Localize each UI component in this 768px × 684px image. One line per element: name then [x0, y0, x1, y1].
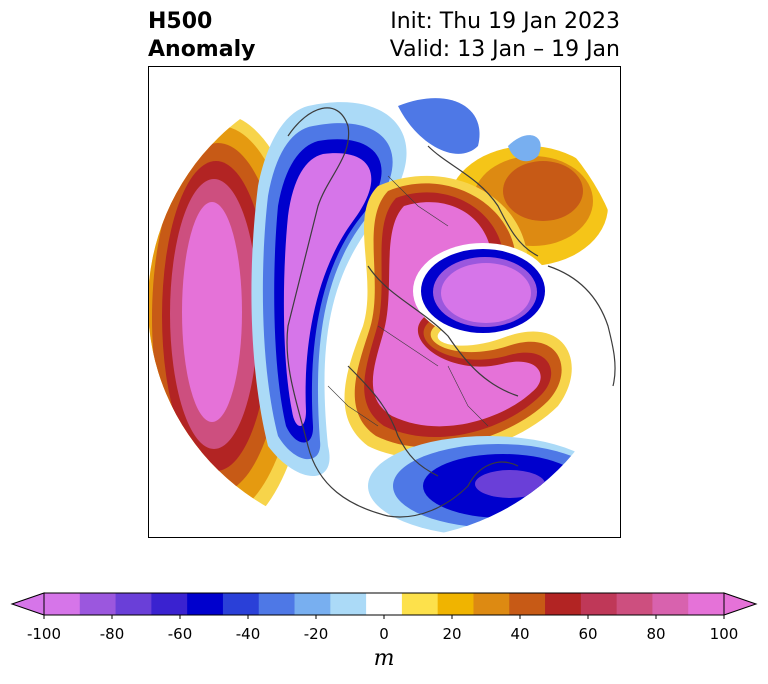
colorbar-bin — [79, 593, 117, 615]
colorbar-tick-label: 40 — [510, 625, 530, 643]
colorbar-bin — [187, 593, 224, 615]
colorbar-bin — [616, 593, 653, 615]
colorbar-extend-max — [723, 592, 758, 616]
colorbar-bin — [652, 593, 689, 615]
borders — [327, 175, 489, 427]
colorbar-bin — [473, 593, 510, 615]
polar-trough-small — [508, 135, 541, 162]
colorbar-tick-label: 20 — [442, 625, 462, 643]
colorbar-bin — [401, 593, 439, 615]
polar-trough — [398, 98, 480, 154]
colorbar — [10, 592, 758, 619]
colorbar-bin — [330, 593, 367, 615]
colorbar-bin — [509, 593, 546, 615]
colorbar-bin — [294, 593, 331, 615]
colorbar-tick-label: -60 — [167, 625, 193, 643]
title-right: Init: Thu 19 Jan 2023 Valid: 13 Jan – 19… — [390, 8, 620, 64]
colorbar-bin — [115, 593, 152, 615]
map-frame — [148, 66, 621, 538]
valid-range: Valid: 13 Jan – 19 Jan — [389, 37, 620, 62]
colorbar-bin — [545, 593, 582, 615]
colorbar-tick-label: 0 — [379, 625, 389, 643]
colorbar-bin — [258, 593, 296, 615]
anomaly-map — [148, 66, 621, 538]
colorbar-tick-label: -100 — [26, 625, 62, 643]
init-time: Init: Thu 19 Jan 2023 — [390, 9, 620, 34]
colorbar-bin — [580, 593, 618, 615]
atlantic-ridge — [448, 146, 608, 266]
title-variable: H500 — [148, 9, 213, 34]
title-anomaly: Anomaly — [148, 37, 256, 62]
colorbar-bin — [222, 593, 260, 615]
title-left: H500 Anomaly — [148, 8, 255, 64]
colorbar-bin — [688, 593, 725, 615]
units-label: m — [373, 646, 395, 671]
european-trough — [413, 243, 553, 339]
colorbar-bin — [151, 593, 188, 615]
colorbar-tick-label: 60 — [578, 625, 598, 643]
colorbar-extend-min — [10, 592, 45, 616]
colorbar-tick-label: 80 — [646, 625, 666, 643]
coastlines — [286, 107, 616, 518]
colorbar-tick-label: -80 — [99, 625, 125, 643]
colorbar-bin — [44, 593, 81, 615]
colorbar-tick-label: -20 — [303, 625, 329, 643]
western-trough — [251, 102, 407, 477]
colorbar-tick-label: -40 — [235, 625, 261, 643]
colorbar-tick-label: 100 — [709, 625, 739, 643]
colorbar-bin — [366, 593, 403, 615]
colorbar-bin — [437, 593, 474, 615]
